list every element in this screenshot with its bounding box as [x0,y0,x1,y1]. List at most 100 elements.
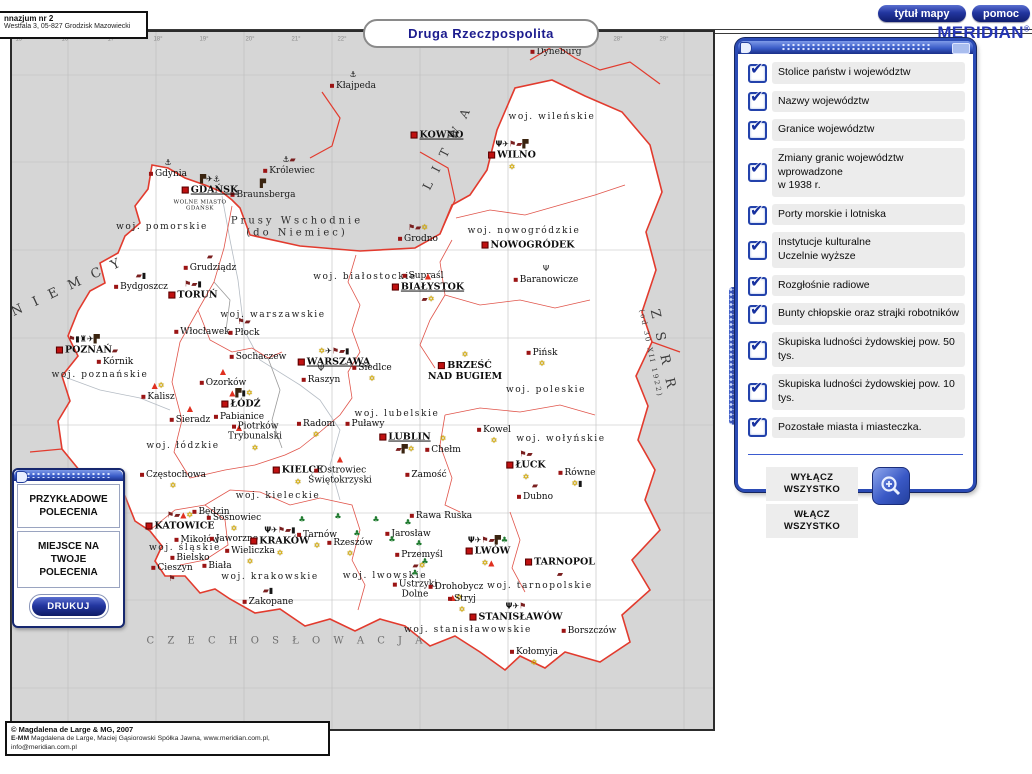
copyright-box: © Magdalena de Large & MG, 2007 E-MM Mag… [5,721,330,757]
checkmark-icon: ✔ [750,116,764,136]
layer-checkbox[interactable]: ✔ [748,59,767,83]
layer-row: ✔ Skupiska ludności żydowskiej pow. 50 ty… [746,332,965,368]
voivodeship-border [197,309,283,359]
panel-side-tab[interactable] [729,287,737,425]
magnifier-plus-icon [881,476,901,496]
panel-actions: WYŁĄCZ WSZYSTKO WŁĄCZ WSZYSTKO [738,467,973,541]
checkmark-icon: ✔ [750,271,764,291]
old-voivodeship-border [267,357,283,449]
voivodeship-border [429,239,453,321]
checkmark-icon: ✔ [750,413,764,433]
layer-row: ✔ Granice województw [746,116,965,141]
voivodeship-border [171,309,199,479]
layer-label: Skupiska ludności żydowskiej pow. 10 tys… [772,374,965,410]
map-title-button[interactable]: tytuł mapy [878,5,966,22]
layer-checkbox[interactable]: ✔ [748,336,767,360]
checkmark-icon: ✔ [750,377,764,397]
layer-row: ✔ Pozostałe miasta i miasteczka. [746,413,965,439]
help-button[interactable]: pomoc [972,5,1030,22]
foreign-border [419,151,456,235]
layer-label: Bunty chłopskie oraz strajki robotników [772,303,965,326]
layer-label: Rozgłośnie radiowe [772,274,965,297]
foreign-border [29,448,63,453]
checkmark-icon: ✔ [750,300,764,320]
voivodeship-border [351,559,366,611]
layer-row: ✔ Skupiska ludności żydowskiej pow. 10 ty… [746,374,965,410]
voivodeship-border [204,489,361,561]
layer-label: Zmiany granic województw wprowadzone w 1… [772,147,965,197]
copyright-prefix: E-MM [11,734,30,742]
your-commands-section[interactable]: MIEJSCE NA TWOJE POLECENIA [17,531,120,588]
layer-label: Instytucje kulturalne Uczelnie wyższe [772,232,965,268]
voivodeship-border [347,254,361,353]
layer-label: Pozostałe miasta i miasteczka. [772,416,965,439]
zoom-button[interactable] [872,467,910,506]
checkmark-icon: ✔ [750,87,764,107]
poland-border [57,79,663,672]
map-canvas[interactable] [10,30,715,731]
voivodeship-border [455,184,626,219]
layer-checkbox[interactable]: ✔ [748,158,767,183]
layer-row: ✔ Nazwy województw [746,87,965,113]
meridian-logo: MERIDIAN® [918,23,1030,43]
school-address: Westfala 3, 05-827 Grodzisk Mazowiecki [4,23,131,31]
panel-minimize-button[interactable] [952,43,970,54]
brand-text: MERIDIAN [937,23,1024,42]
voivodeship-border [299,351,361,449]
disable-all-button[interactable]: WYŁĄCZ WSZYSTKO [766,467,858,501]
voivodeship-border [444,404,596,416]
voivodeship-border [439,414,461,513]
layer-checkbox[interactable]: ✔ [748,201,767,225]
foreign-border [309,91,341,159]
commands-panel-titlebar[interactable] [14,470,123,483]
sample-commands-section[interactable]: PRZYKŁADOWE POLECENIA [17,484,120,528]
layer-label: Porty morskie i lotniska [772,203,965,226]
river [221,195,341,501]
layer-label: Granice województw [772,119,965,141]
panel-notch-icon [740,42,752,54]
layer-checkbox[interactable]: ✔ [748,272,767,296]
print-button[interactable]: DRUKUJ [31,597,106,616]
layer-label: Stolice państw i województw [772,62,965,84]
layer-row: ✔ Instytucje kulturalne Uczelnie wyższe [746,232,965,268]
checkmark-icon: ✔ [750,158,764,178]
enable-all-button[interactable]: WŁĄCZ WSZYSTKO [766,504,858,538]
voivodeship-border [444,294,591,309]
layers-panel-titlebar[interactable] [738,41,973,54]
layer-checkbox[interactable]: ✔ [748,413,767,438]
all-buttons-column: WYŁĄCZ WSZYSTKO WŁĄCZ WSZYSTKO [766,467,858,541]
layers-panel: ✔ Stolice państw i województw ✔ Nazwy wojew… [735,38,976,538]
layer-label: Skupiska ludności żydowskiej pow. 50 tys… [772,332,965,368]
voivodeship-border [419,319,436,369]
brand-reg-mark: ® [1023,24,1030,34]
print-button-wrap: DRUKUJ [28,594,109,619]
layer-checkbox[interactable]: ✔ [748,236,767,261]
foreign-border [651,341,681,353]
old-voivodeship-border [213,281,231,331]
layer-row: ✔ Bunty chłopskie oraz strajki robotników [746,300,965,326]
copyright-text: Magdalena de Large, Maciej Gąsiorowski S… [11,734,270,751]
layer-checkbox[interactable]: ✔ [748,87,767,112]
layer-checkbox[interactable]: ✔ [748,378,767,402]
voivodeship-border [189,447,301,479]
commands-panel: PRZYKŁADOWE POLECENIA MIEJSCE NA TWOJE P… [12,468,125,628]
river [61,375,171,411]
layer-checkbox[interactable]: ✔ [748,300,767,325]
voivodeship-border [509,511,526,593]
school-address-box: nnazjum nr 2 Westfala 3, 05-827 Grodzisk… [0,11,148,39]
checkmark-icon: ✔ [750,58,764,78]
checkmark-icon: ✔ [750,335,764,355]
panel-divider [748,454,963,456]
layer-row: ✔ Stolice państw i województw [746,59,965,84]
checkmark-icon: ✔ [750,236,764,256]
drag-dots-icon [25,472,112,478]
copyright-line2: E-MM Magdalena de Large, Maciej Gąsiorow… [11,735,324,753]
poland-territory [58,80,662,670]
copyright-line1: © Magdalena de Large & MG, 2007 [11,725,134,734]
drag-dots-icon [780,43,931,51]
school-name: nnazjum nr 2 [4,14,54,23]
checkmark-icon: ✔ [750,200,764,220]
layer-list: ✔ Stolice państw i województw ✔ Nazwy wojew… [738,54,973,439]
layer-checkbox[interactable]: ✔ [748,116,767,141]
voivodeship-border [149,504,229,566]
